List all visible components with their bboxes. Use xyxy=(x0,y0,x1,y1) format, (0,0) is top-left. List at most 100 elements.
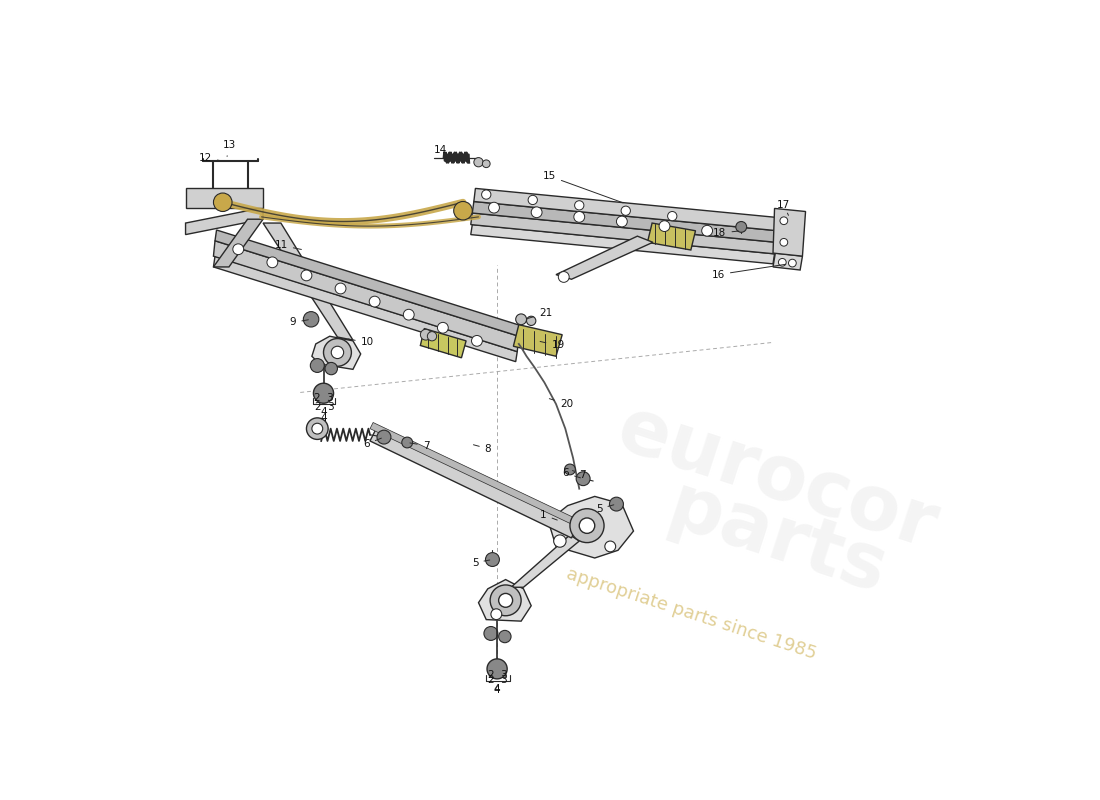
Text: 2  3: 2 3 xyxy=(315,393,334,403)
Text: 10: 10 xyxy=(348,338,374,347)
Polygon shape xyxy=(186,188,263,208)
Text: 15: 15 xyxy=(542,171,623,203)
Circle shape xyxy=(570,509,604,542)
Circle shape xyxy=(485,553,499,566)
Circle shape xyxy=(553,535,566,547)
Polygon shape xyxy=(186,208,263,234)
Circle shape xyxy=(789,259,796,267)
Circle shape xyxy=(482,190,491,199)
Text: 1: 1 xyxy=(540,510,558,520)
Polygon shape xyxy=(213,219,263,267)
Circle shape xyxy=(331,346,343,358)
Circle shape xyxy=(453,202,472,220)
Text: eurocor: eurocor xyxy=(607,391,946,564)
Circle shape xyxy=(420,330,431,340)
Polygon shape xyxy=(471,213,777,254)
Text: 20: 20 xyxy=(549,398,573,409)
Circle shape xyxy=(472,335,483,346)
Circle shape xyxy=(616,216,627,227)
Circle shape xyxy=(310,358,324,373)
Circle shape xyxy=(580,518,595,534)
Circle shape xyxy=(574,201,584,210)
Text: 7: 7 xyxy=(572,470,586,480)
Circle shape xyxy=(474,158,483,167)
Circle shape xyxy=(491,609,502,619)
Text: 9: 9 xyxy=(289,318,308,327)
Text: appropriate parts since 1985: appropriate parts since 1985 xyxy=(564,564,820,662)
Circle shape xyxy=(527,316,536,326)
Text: 4: 4 xyxy=(494,686,501,695)
Circle shape xyxy=(780,217,788,225)
Circle shape xyxy=(736,222,747,232)
Text: parts: parts xyxy=(658,470,895,610)
Polygon shape xyxy=(263,223,353,340)
Circle shape xyxy=(516,314,527,325)
Polygon shape xyxy=(214,230,520,336)
Polygon shape xyxy=(370,429,578,538)
Circle shape xyxy=(326,362,338,374)
Circle shape xyxy=(336,283,346,294)
Circle shape xyxy=(314,383,333,403)
Text: 2  3: 2 3 xyxy=(316,402,334,412)
Text: 6: 6 xyxy=(363,438,382,449)
Polygon shape xyxy=(648,223,695,250)
Text: 14: 14 xyxy=(434,145,454,156)
Circle shape xyxy=(498,630,512,642)
Circle shape xyxy=(213,193,232,211)
Text: 11: 11 xyxy=(275,240,301,250)
Text: 2  3: 2 3 xyxy=(488,670,508,680)
Text: 17: 17 xyxy=(777,200,790,215)
Circle shape xyxy=(427,332,437,341)
Polygon shape xyxy=(370,422,574,524)
Text: 6: 6 xyxy=(562,468,581,478)
Polygon shape xyxy=(312,336,361,370)
Text: 4: 4 xyxy=(494,684,501,694)
Polygon shape xyxy=(213,256,517,362)
Polygon shape xyxy=(471,225,774,264)
Circle shape xyxy=(370,296,381,307)
Text: 4: 4 xyxy=(320,413,327,423)
Text: 7: 7 xyxy=(410,441,429,450)
Text: 18: 18 xyxy=(713,228,738,238)
Polygon shape xyxy=(514,325,562,356)
Text: 8: 8 xyxy=(473,444,492,454)
Circle shape xyxy=(488,202,499,213)
Circle shape xyxy=(267,257,278,268)
Circle shape xyxy=(304,311,319,327)
Polygon shape xyxy=(478,579,531,621)
Polygon shape xyxy=(420,329,466,358)
Text: 5: 5 xyxy=(596,504,614,514)
Circle shape xyxy=(780,238,788,246)
Text: 16: 16 xyxy=(712,264,785,280)
Circle shape xyxy=(779,258,786,266)
Circle shape xyxy=(659,221,670,231)
Circle shape xyxy=(483,160,491,168)
Circle shape xyxy=(402,437,412,448)
Circle shape xyxy=(609,497,624,511)
Circle shape xyxy=(487,659,507,679)
Text: 13: 13 xyxy=(222,140,235,157)
Circle shape xyxy=(301,270,312,281)
Text: 19: 19 xyxy=(540,341,564,350)
Text: 2  3: 2 3 xyxy=(488,674,508,685)
Text: 12: 12 xyxy=(199,153,221,162)
Circle shape xyxy=(621,206,630,215)
Circle shape xyxy=(484,626,498,640)
Circle shape xyxy=(528,195,538,205)
Circle shape xyxy=(312,423,322,434)
Circle shape xyxy=(668,211,676,221)
Polygon shape xyxy=(773,253,802,270)
Polygon shape xyxy=(474,188,779,230)
Circle shape xyxy=(605,541,616,552)
Circle shape xyxy=(576,472,590,486)
Text: 4: 4 xyxy=(320,406,327,417)
Circle shape xyxy=(307,418,328,439)
Circle shape xyxy=(491,585,521,616)
Circle shape xyxy=(564,464,575,475)
Text: 5: 5 xyxy=(472,558,490,568)
Circle shape xyxy=(531,207,542,218)
Polygon shape xyxy=(472,202,778,242)
Circle shape xyxy=(404,310,415,320)
Circle shape xyxy=(498,594,513,607)
Polygon shape xyxy=(548,496,634,558)
